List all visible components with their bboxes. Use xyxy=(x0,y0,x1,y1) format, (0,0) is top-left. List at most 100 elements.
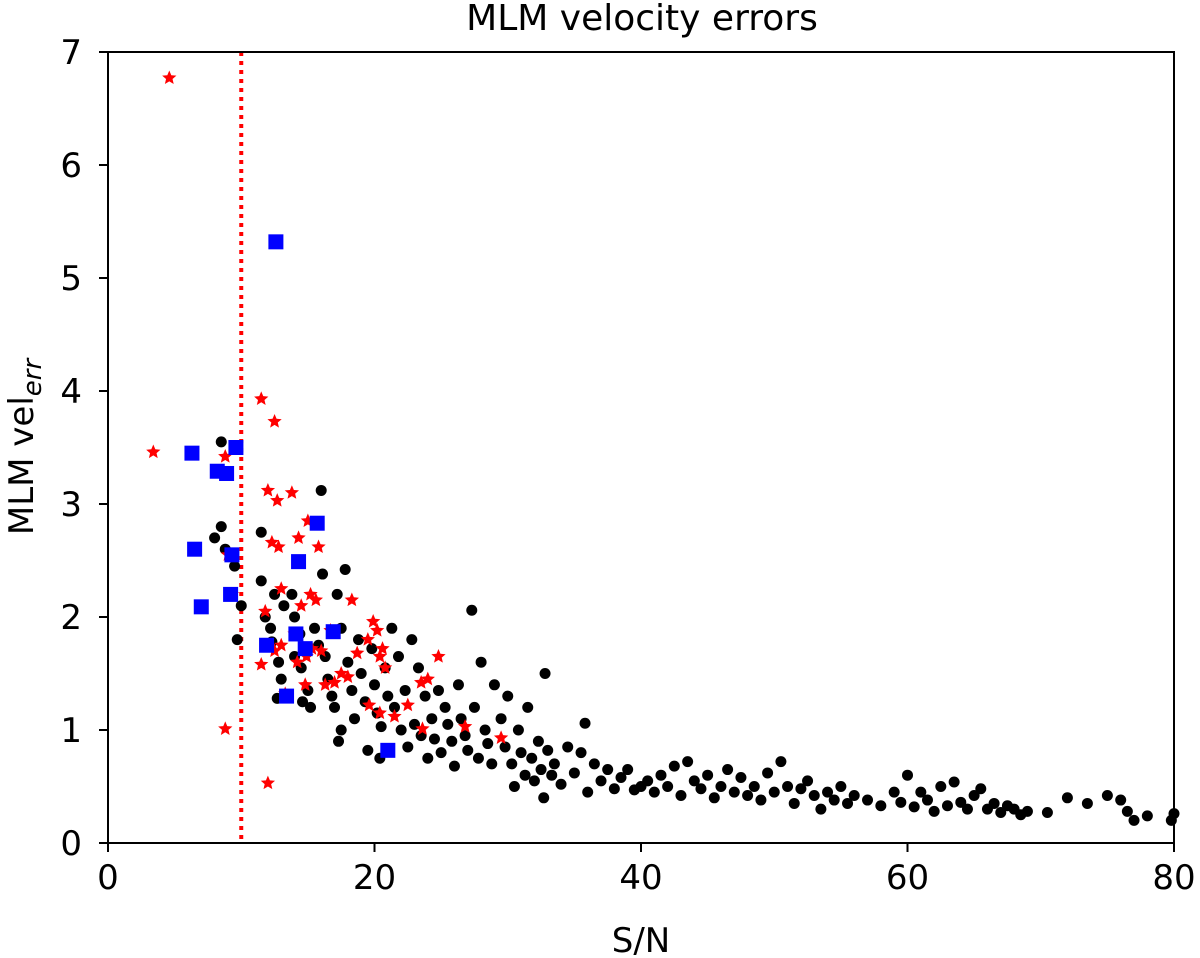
data-point-black xyxy=(579,717,591,729)
data-point-red-star xyxy=(260,482,276,497)
data-point-black xyxy=(488,679,500,691)
data-point-black xyxy=(346,684,358,696)
data-point-black xyxy=(366,643,378,655)
data-point-black xyxy=(515,747,527,759)
data-point-black xyxy=(482,738,494,750)
data-point-red-star xyxy=(378,660,393,674)
data-point-black xyxy=(519,769,531,781)
data-point-red-star xyxy=(414,675,429,689)
data-point-red-star xyxy=(271,539,286,554)
data-point-black xyxy=(1101,790,1113,802)
data-point-black xyxy=(555,778,567,790)
data-point-black xyxy=(1115,794,1127,806)
data-point-black xyxy=(902,769,913,781)
data-point-black xyxy=(275,673,287,685)
data-point-black xyxy=(575,747,587,759)
data-point-black xyxy=(439,701,451,713)
x-tick-label: 40 xyxy=(619,858,662,898)
data-point-black xyxy=(317,568,329,580)
y-tick-label: 3 xyxy=(60,485,82,525)
data-point-black xyxy=(402,741,414,753)
data-point-black xyxy=(955,796,967,808)
data-point-black xyxy=(975,783,987,795)
data-point-black xyxy=(355,668,367,679)
data-point-black xyxy=(255,526,267,538)
data-point-black xyxy=(468,701,480,713)
data-point-black xyxy=(297,696,309,708)
data-point-red-star xyxy=(493,730,509,744)
data-point-black xyxy=(662,781,674,792)
data-point-black xyxy=(1061,792,1073,804)
data-point-black xyxy=(369,679,380,691)
data-point-black xyxy=(1141,810,1153,822)
x-tick-label: 20 xyxy=(353,858,396,898)
data-point-blue-square xyxy=(297,641,313,657)
data-point-red-star xyxy=(260,775,276,790)
data-point-black xyxy=(935,781,947,792)
x-tick-label: 0 xyxy=(97,858,119,898)
data-point-red-star xyxy=(360,632,375,646)
data-point-black xyxy=(331,588,343,600)
data-point-black xyxy=(648,786,660,798)
data-point-black xyxy=(229,560,241,572)
data-point-black xyxy=(1081,797,1093,809)
data-point-black xyxy=(735,771,747,783)
data-point-black xyxy=(388,701,400,713)
data-point-black xyxy=(688,775,700,787)
data-point-black xyxy=(231,634,243,646)
data-point-red-star xyxy=(308,592,323,607)
data-point-red-star xyxy=(274,581,289,595)
data-point-red-star xyxy=(327,675,342,689)
data-point-black xyxy=(702,769,714,781)
data-point-black xyxy=(459,730,471,742)
data-point-black xyxy=(419,690,431,702)
data-point-black xyxy=(642,775,654,787)
data-point-black xyxy=(495,713,507,725)
data-point-black xyxy=(526,752,538,764)
data-point-black xyxy=(822,786,834,798)
data-point-black xyxy=(842,797,854,809)
data-point-black xyxy=(486,758,498,770)
data-point-red-star xyxy=(362,697,377,712)
data-point-red-star xyxy=(311,539,326,554)
data-point-black xyxy=(349,713,361,725)
data-point-black xyxy=(708,792,720,804)
data-point-black xyxy=(539,668,551,679)
data-point-black xyxy=(466,604,478,616)
data-point-black xyxy=(362,744,374,756)
data-point-black xyxy=(535,764,547,776)
data-point-black xyxy=(462,744,474,756)
data-point-red-star xyxy=(290,654,305,669)
data-point-black xyxy=(548,758,560,770)
data-point-black xyxy=(329,701,341,713)
data-point-black xyxy=(326,690,338,702)
series-black-points xyxy=(209,436,1180,826)
data-point-black xyxy=(315,484,327,496)
data-point-black xyxy=(406,634,418,646)
x-axis-label: S/N xyxy=(612,921,670,958)
data-point-black xyxy=(435,747,447,759)
data-point-black xyxy=(995,806,1007,818)
series-blue-squares xyxy=(184,234,396,758)
data-point-black xyxy=(333,735,345,747)
data-point-black xyxy=(1121,805,1133,817)
data-point-red-star xyxy=(267,414,282,428)
data-point-black xyxy=(682,756,694,768)
data-point-black xyxy=(588,758,600,770)
data-point-black xyxy=(595,775,607,787)
data-point-black xyxy=(602,764,614,776)
data-point-black xyxy=(375,721,387,733)
data-point-blue-square xyxy=(228,440,244,455)
data-point-black xyxy=(608,783,620,795)
data-point-red-star xyxy=(274,637,289,652)
data-point-red-star xyxy=(162,70,177,85)
y-tick-label: 1 xyxy=(60,711,82,751)
data-point-black xyxy=(392,651,404,663)
data-point-black xyxy=(506,758,518,770)
data-point-black xyxy=(655,769,667,781)
y-tick-label: 7 xyxy=(60,33,82,73)
data-point-black xyxy=(339,564,351,576)
data-point-red-star xyxy=(415,721,430,735)
data-point-black xyxy=(748,781,760,792)
data-point-black xyxy=(255,575,267,587)
